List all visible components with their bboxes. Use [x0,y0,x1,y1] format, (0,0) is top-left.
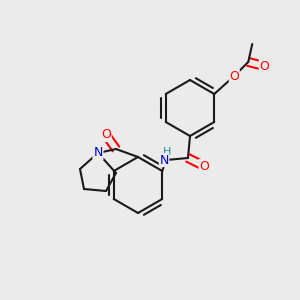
Text: H: H [163,147,171,157]
Text: N: N [159,154,169,166]
Text: N: N [93,146,103,160]
Text: O: O [101,128,111,142]
Text: O: O [229,70,239,83]
Text: O: O [199,160,209,172]
Text: N: N [93,146,103,160]
Text: O: O [259,59,269,73]
